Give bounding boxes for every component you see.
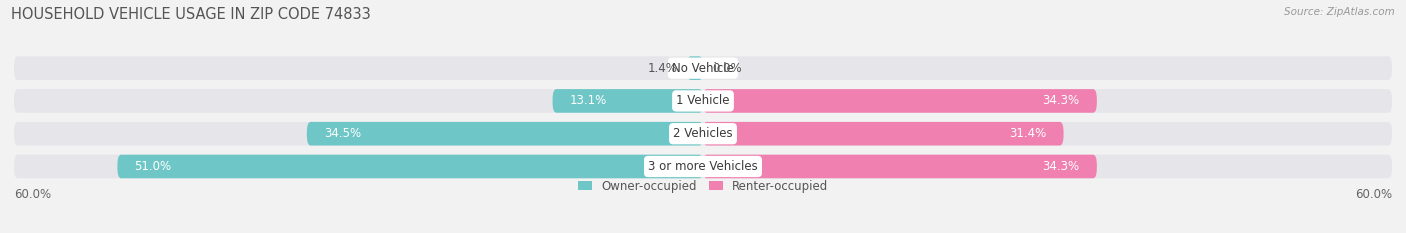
Legend: Owner-occupied, Renter-occupied: Owner-occupied, Renter-occupied — [578, 180, 828, 193]
FancyBboxPatch shape — [553, 89, 703, 113]
Text: 31.4%: 31.4% — [1010, 127, 1046, 140]
Text: HOUSEHOLD VEHICLE USAGE IN ZIP CODE 74833: HOUSEHOLD VEHICLE USAGE IN ZIP CODE 7483… — [11, 7, 371, 22]
FancyBboxPatch shape — [14, 155, 1392, 178]
Text: 60.0%: 60.0% — [1355, 188, 1392, 201]
Text: No Vehicle: No Vehicle — [672, 62, 734, 75]
Text: 1 Vehicle: 1 Vehicle — [676, 94, 730, 107]
Text: 34.3%: 34.3% — [1042, 160, 1080, 173]
Text: Source: ZipAtlas.com: Source: ZipAtlas.com — [1284, 7, 1395, 17]
Text: 60.0%: 60.0% — [14, 188, 51, 201]
FancyBboxPatch shape — [703, 122, 1063, 145]
Text: 3 or more Vehicles: 3 or more Vehicles — [648, 160, 758, 173]
FancyBboxPatch shape — [14, 122, 1392, 145]
Text: 2 Vehicles: 2 Vehicles — [673, 127, 733, 140]
Text: 13.1%: 13.1% — [569, 94, 607, 107]
FancyBboxPatch shape — [307, 122, 703, 145]
FancyBboxPatch shape — [14, 89, 1392, 113]
Text: 51.0%: 51.0% — [135, 160, 172, 173]
Text: 34.3%: 34.3% — [1042, 94, 1080, 107]
FancyBboxPatch shape — [14, 56, 1392, 80]
Text: 1.4%: 1.4% — [648, 62, 678, 75]
FancyBboxPatch shape — [703, 89, 1097, 113]
Text: 34.5%: 34.5% — [323, 127, 361, 140]
Text: 0.0%: 0.0% — [713, 62, 742, 75]
FancyBboxPatch shape — [688, 56, 703, 80]
FancyBboxPatch shape — [703, 155, 1097, 178]
FancyBboxPatch shape — [117, 155, 703, 178]
